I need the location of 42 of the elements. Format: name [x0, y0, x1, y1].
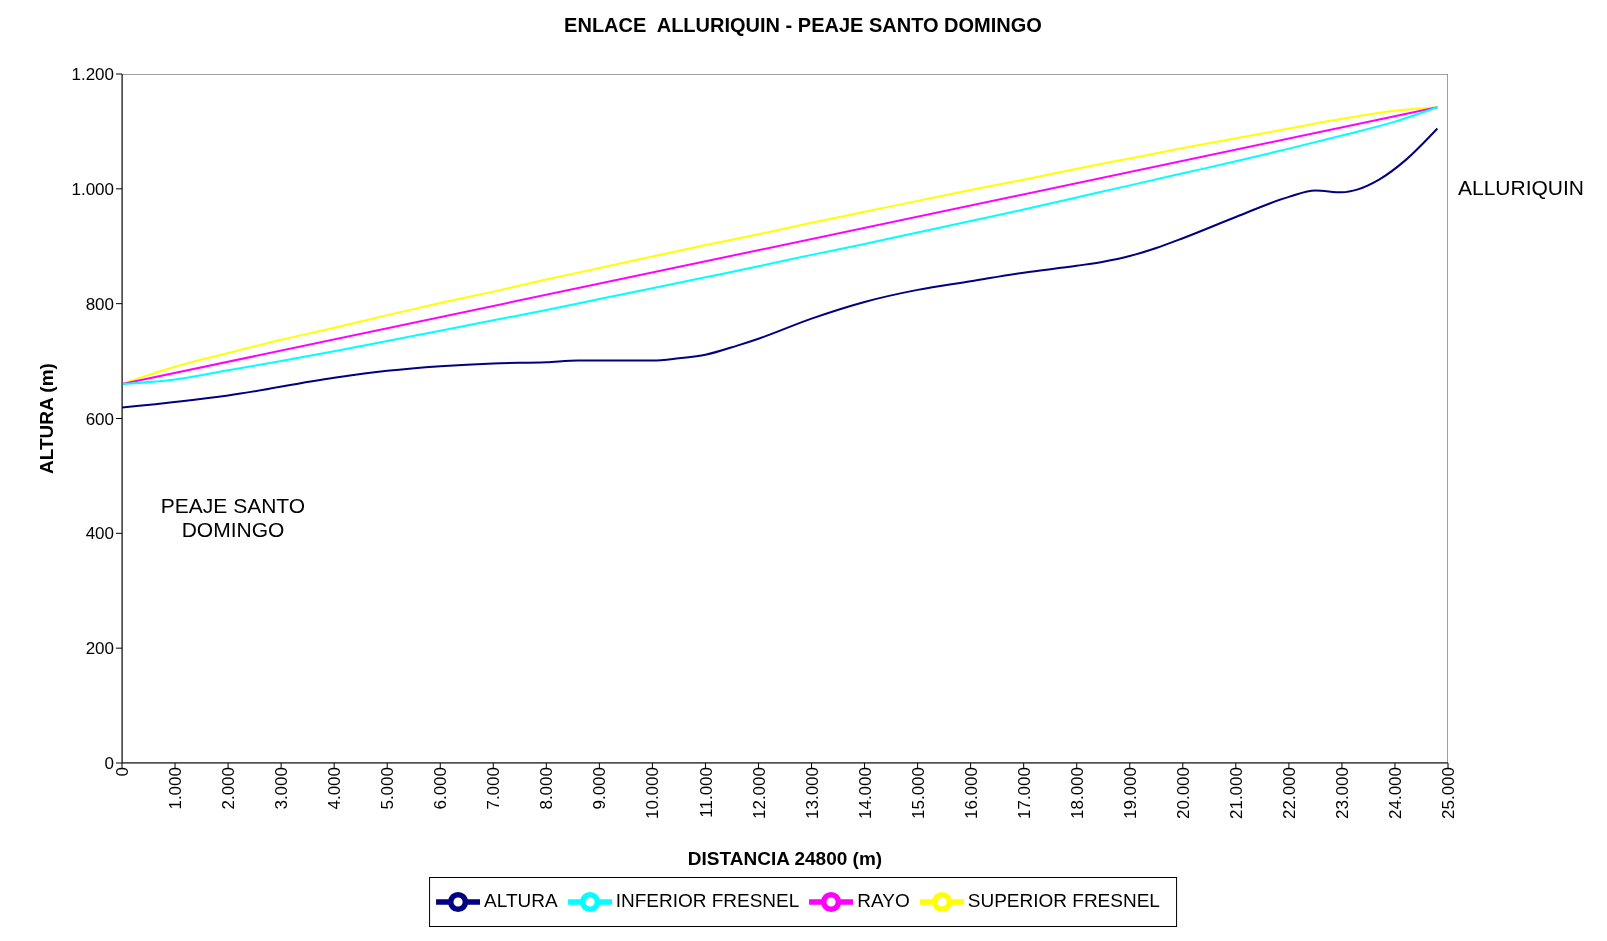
chart-title: ENLACE ALLURIQUIN - PEAJE SANTO DOMINGO	[563, 14, 1043, 37]
x-tick-label: 21.000	[1226, 767, 1246, 819]
legend-label: ALTURA	[484, 890, 558, 912]
legend-label: SUPERIOR FRESNEL	[967, 890, 1160, 912]
x-tick-label: 10.000	[643, 767, 663, 819]
y-tick-label: 1.000	[71, 179, 114, 199]
x-tick-label: 0	[113, 767, 133, 777]
x-tick-label: 1.000	[166, 767, 186, 810]
x-tick-label: 15.000	[908, 767, 928, 819]
x-tick-label: 3.000	[272, 767, 292, 810]
x-tick-label: 12.000	[749, 767, 769, 819]
x-tick-label: 4.000	[325, 767, 345, 810]
x-tick-label: 22.000	[1279, 767, 1299, 819]
x-tick-label: 20.000	[1173, 767, 1193, 819]
text: ALLURIQUIN	[1458, 176, 1585, 200]
x-tick-label: 7.000	[484, 767, 504, 810]
x-tick-label: 11.000	[696, 767, 716, 818]
legend-label: INFERIOR FRESNEL	[615, 890, 800, 912]
x-tick-label: 13.000	[802, 767, 822, 819]
legend-label: RAYO	[857, 890, 910, 912]
y-tick-label: 0	[104, 754, 114, 774]
x-tick-label: 24.000	[1386, 767, 1406, 819]
y-tick-label: 600	[85, 409, 114, 429]
x-tick-label: 25.000	[1439, 767, 1459, 819]
annotation: PEAJE SANTO DOMINGO	[159, 494, 307, 542]
y-tick-label: 1.200	[71, 65, 114, 85]
x-tick-label: 17.000	[1014, 767, 1034, 819]
x-tick-label: 9.000	[590, 767, 610, 810]
x-tick-label: 5.000	[378, 767, 398, 810]
y-axis-title: ALTURA (m)	[35, 363, 57, 474]
x-tick-label: 23.000	[1332, 767, 1352, 819]
y-tick-label: 400	[85, 524, 114, 544]
x-tick-label: 16.000	[961, 767, 981, 819]
x-tick-label: 6.000	[431, 767, 451, 810]
x-tick-label: 14.000	[855, 767, 875, 819]
x-tick-label: 8.000	[537, 767, 557, 810]
y-tick-label: 800	[85, 294, 114, 314]
x-tick-label: 19.000	[1120, 767, 1140, 819]
x-tick-label: 18.000	[1067, 767, 1087, 819]
x-axis-title: DISTANCIA 24800 (m)	[687, 848, 883, 869]
y-tick-label: 200	[85, 639, 114, 659]
x-tick-label: 2.000	[219, 767, 239, 810]
